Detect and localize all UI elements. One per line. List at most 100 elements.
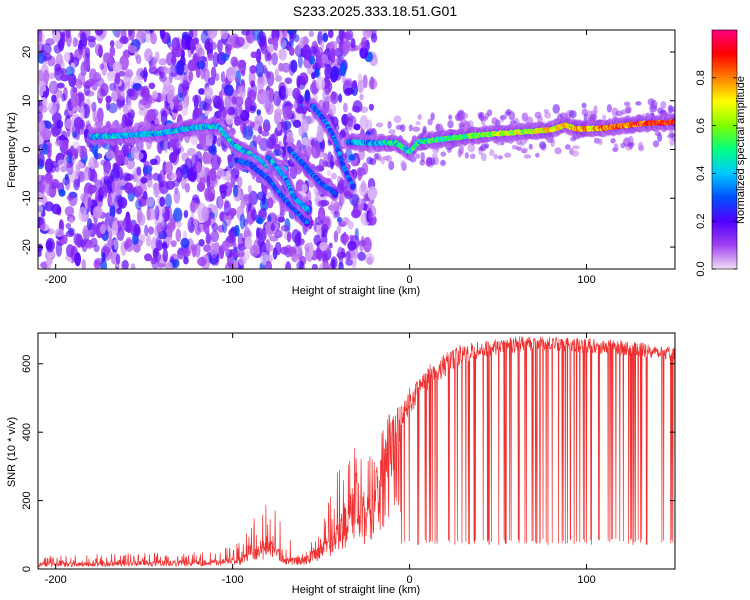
noise-blob [201,206,210,222]
noise-blob [66,160,74,176]
noise-blob [260,251,268,266]
noise-blob [420,152,425,162]
noise-blob [94,43,103,57]
noise-blob [283,134,288,148]
noise-blob [344,78,353,86]
noise-blob [136,166,142,176]
noise-blob [135,198,143,211]
noise-blob [280,225,290,232]
noise-blob [299,260,305,269]
noise-blob [62,176,70,186]
noise-blob [263,123,271,132]
noise-blob [164,193,172,209]
noise-blob [105,95,112,104]
noise-blob [138,85,146,97]
noise-blob [146,176,153,188]
noise-blob [256,134,262,146]
noise-blob [671,108,675,113]
noise-blob [121,259,129,269]
noise-blob [127,44,138,54]
noise-blob [85,242,94,249]
noise-blob [351,209,361,219]
noise-blob [456,114,464,122]
noise-blob [289,32,294,40]
noise-blob [484,144,489,149]
noise-blob [388,129,396,135]
noise-blob [311,72,316,80]
noise-blob [486,109,493,117]
noise-blob [324,85,331,95]
noise-blob [293,34,300,43]
noise-blob [54,164,60,173]
noise-blob [38,52,45,64]
noise-blob [165,161,173,175]
noise-blob [388,160,395,171]
noise-blob [353,123,361,131]
noise-blob [285,87,293,97]
noise-blob [233,224,240,237]
noise-blob [349,234,354,241]
noise-blob [319,213,324,221]
noise-blob [173,189,181,204]
noise-blob [143,160,150,168]
noise-blob [324,64,333,79]
noise-blob [400,124,406,133]
noise-blob [238,59,247,74]
noise-blob [359,115,369,130]
noise-blob [204,38,211,51]
noise-blob [316,130,324,143]
noise-blob [181,31,190,40]
noise-blob [330,256,338,269]
noise-blob [196,60,206,70]
noise-blob [316,221,323,238]
noise-blob [554,147,562,155]
noise-blob [249,121,255,129]
noise-blob [144,253,153,262]
noise-blob [117,89,125,101]
noise-blob [521,149,527,154]
noise-blob [101,252,106,262]
noise-blob [145,197,155,207]
noise-blob [152,172,160,181]
noise-blob [598,138,603,146]
noise-blob [107,229,113,240]
noise-blob [249,244,260,257]
noise-blob [352,100,363,113]
noise-blob [80,239,86,248]
noise-blob [103,165,110,181]
noise-blob [200,66,206,80]
noise-blob [41,128,52,141]
noise-blob [534,111,542,119]
noise-blob [226,106,236,116]
noise-blob [274,229,283,239]
noise-blob [181,103,189,116]
noise-blob [100,159,109,167]
noise-blob [305,145,312,158]
noise-blob [380,157,385,165]
noise-blob [65,30,71,39]
noise-blob [431,153,438,158]
noise-blob [58,189,66,197]
noise-blob [190,38,195,55]
noise-blob [322,32,329,43]
noise-blob [61,93,66,102]
noise-blob [166,36,172,48]
noise-blob [295,91,301,104]
noise-blob [38,174,45,184]
noise-blob [332,41,338,50]
noise-blob [146,108,157,124]
noise-blob [286,231,292,243]
noise-blob [146,238,152,247]
noise-blob [237,243,247,251]
noise-blob [183,256,189,265]
noise-blob [207,77,216,86]
noise-blob [75,164,81,177]
noise-blob [45,237,55,253]
noise-blob [38,243,43,253]
noise-blob [323,152,329,168]
noise-blob [44,158,54,174]
noise-blob [44,172,53,185]
noise-blob [538,141,547,150]
noise-blob [650,99,658,110]
noise-blob [149,60,157,72]
